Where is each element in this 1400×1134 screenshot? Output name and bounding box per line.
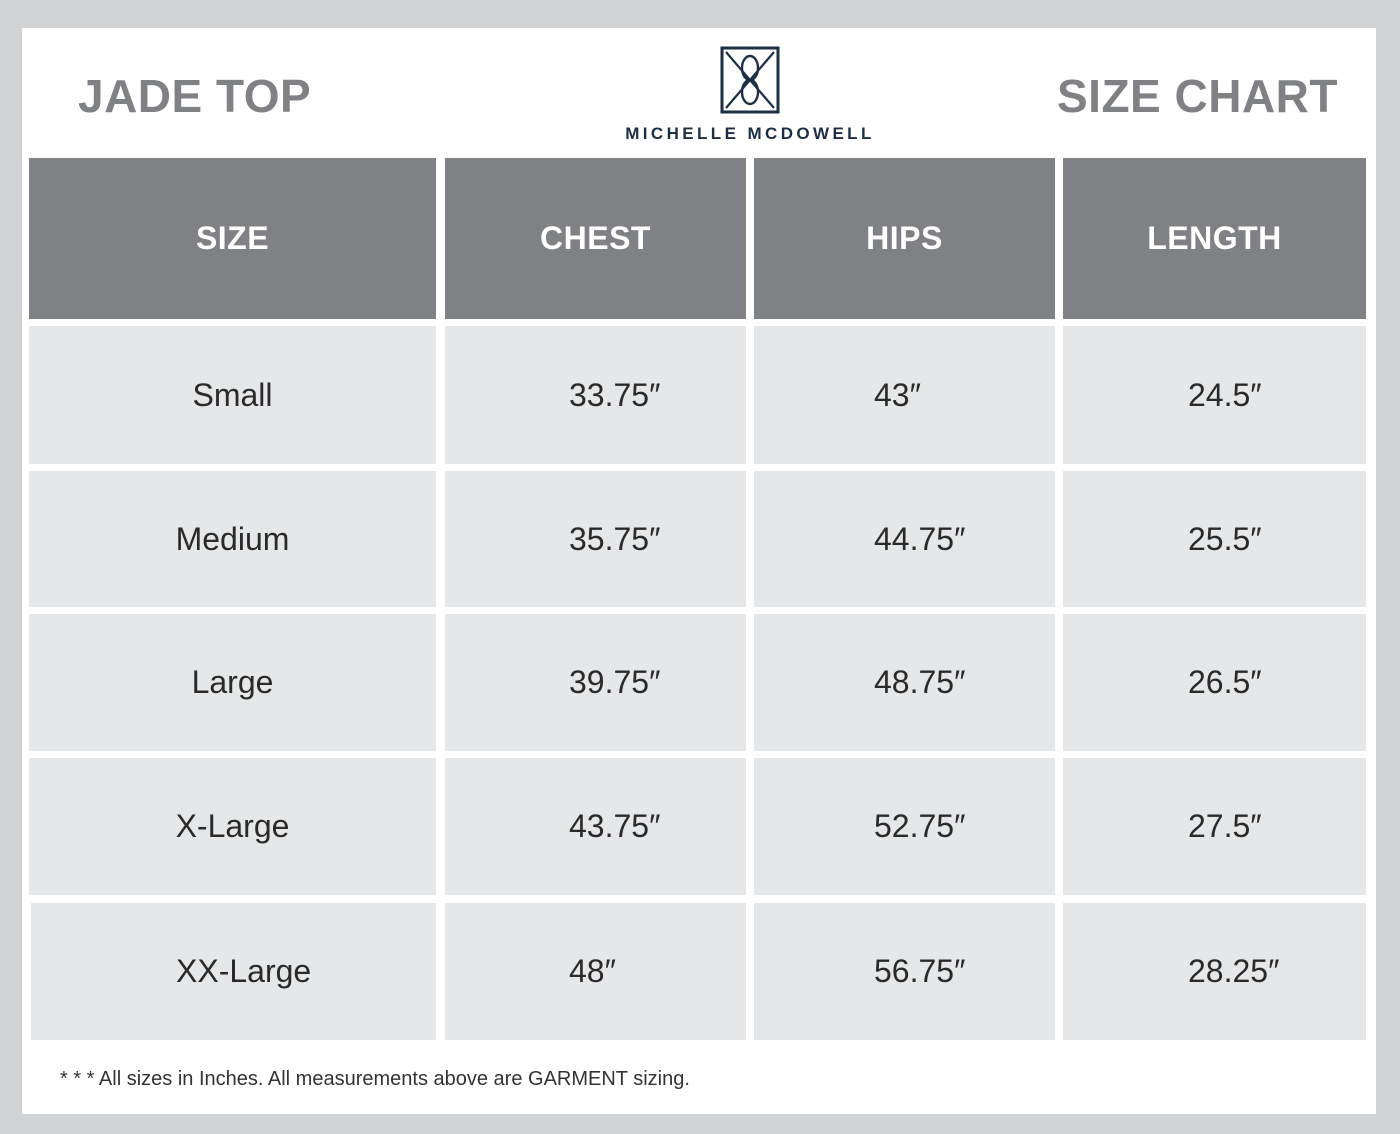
table-cell-chest: 48″ <box>445 903 746 1040</box>
table-cell-size: Large <box>29 614 436 751</box>
table-cell-chest: 33.75″ <box>445 326 746 464</box>
column-header-size: SIZE <box>29 158 436 319</box>
table-cell-hips: 43″ <box>754 326 1055 464</box>
chart-title: SIZE CHART <box>1057 70 1338 122</box>
table-cell-hips: 48.75″ <box>754 614 1055 751</box>
table-cell-chest: 39.75″ <box>445 614 746 751</box>
table-cell-length: 24.5″ <box>1063 326 1366 464</box>
column-header-chest: CHEST <box>445 158 746 319</box>
product-title: JADE TOP <box>78 70 312 122</box>
table-cell-size: Medium <box>29 471 436 607</box>
table-cell-hips: 44.75″ <box>754 471 1055 607</box>
table-cell-size: XX-Large <box>31 903 436 1040</box>
table-cell-size: X-Large <box>29 758 436 895</box>
brand-name: MICHELLE MCDOWELL <box>625 124 875 143</box>
table-cell-size: Small <box>29 326 436 464</box>
table-cell-hips: 56.75″ <box>754 903 1055 1040</box>
monogram-logo-icon <box>720 46 780 114</box>
table-cell-length: 26.5″ <box>1063 614 1366 751</box>
table-cell-length: 27.5″ <box>1063 758 1366 895</box>
table-cell-length: 25.5″ <box>1063 471 1366 607</box>
sizing-footnote: * * * All sizes in Inches. All measureme… <box>60 1068 690 1090</box>
table-cell-hips: 52.75″ <box>754 758 1055 895</box>
column-header-hips: HIPS <box>754 158 1055 319</box>
brand-logo: MICHELLE MCDOWELL <box>615 46 885 146</box>
table-cell-chest: 43.75″ <box>445 758 746 895</box>
table-cell-length: 28.25″ <box>1063 903 1366 1040</box>
column-header-length: LENGTH <box>1063 158 1366 319</box>
table-cell-chest: 35.75″ <box>445 471 746 607</box>
